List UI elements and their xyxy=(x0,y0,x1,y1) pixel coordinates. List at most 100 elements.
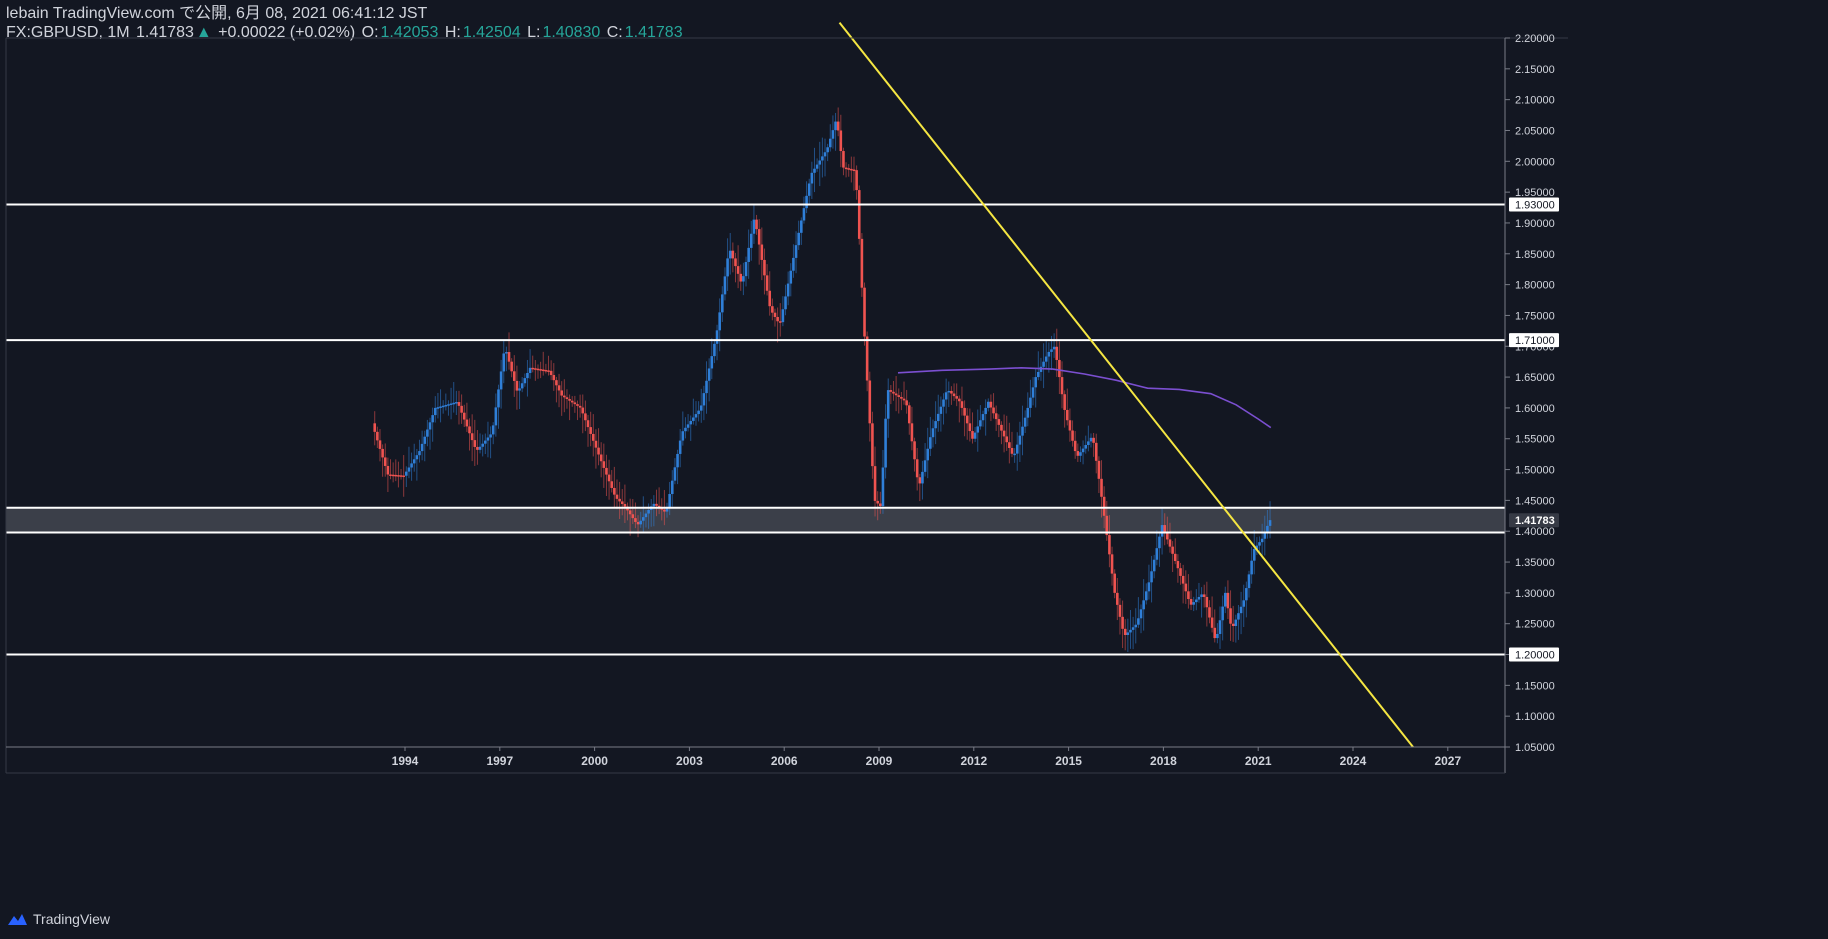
candle-body xyxy=(478,446,482,450)
candle-body xyxy=(499,371,503,390)
candle-body xyxy=(531,367,535,370)
candle-body xyxy=(881,467,885,507)
candle-body xyxy=(591,433,595,441)
candle-body xyxy=(1205,596,1209,608)
candle-body xyxy=(892,391,895,394)
candle-body xyxy=(378,440,382,449)
candle-body xyxy=(673,467,677,481)
tradingview-logo[interactable]: TradingView xyxy=(5,911,110,927)
candle-body xyxy=(955,396,958,399)
candle-body xyxy=(818,160,822,165)
candle-body xyxy=(773,312,777,317)
candle-body xyxy=(781,309,785,323)
candle-body xyxy=(1060,377,1064,395)
candle-body xyxy=(760,244,764,260)
horizontal-levels-layer xyxy=(6,203,1505,656)
candle-body xyxy=(736,266,740,274)
candle-body xyxy=(939,406,943,414)
price-tick-label: 1.40000 xyxy=(1515,526,1555,538)
candle-body xyxy=(844,167,848,170)
candle-body xyxy=(613,487,616,495)
candle-body xyxy=(1102,496,1106,516)
candle-body xyxy=(1044,356,1048,362)
candle-body xyxy=(1171,546,1174,554)
price-tick-label: 1.95000 xyxy=(1515,187,1555,199)
level-price-tag-text: 1.93000 xyxy=(1515,199,1555,211)
price-tick-label: 2.05000 xyxy=(1515,125,1555,137)
candle-body xyxy=(747,247,750,263)
time-tick-label: 2024 xyxy=(1340,754,1367,768)
candle-body xyxy=(536,368,540,371)
candle-body xyxy=(423,436,427,444)
candle-body xyxy=(544,369,548,372)
candle-body xyxy=(1018,435,1022,445)
price-change: +0.00022 (+0.02%) xyxy=(218,24,356,41)
candle-body xyxy=(1226,592,1230,609)
candle-body xyxy=(1239,606,1243,614)
symbol-label[interactable]: FX:GBPUSD, 1M xyxy=(6,24,130,41)
candle-body xyxy=(1210,617,1214,628)
candle-body xyxy=(1266,525,1269,534)
time-tick-label: 1997 xyxy=(486,754,513,768)
candle-body xyxy=(1113,573,1116,593)
time-tick-label: 2027 xyxy=(1434,754,1461,768)
candle-body xyxy=(1002,430,1006,437)
candle-body xyxy=(594,440,598,448)
candle-body xyxy=(1089,437,1093,442)
candle-body xyxy=(602,461,606,468)
candle-body xyxy=(526,372,529,379)
candle-body xyxy=(1195,599,1198,603)
candle-body xyxy=(1123,628,1127,635)
last-price: 1.41783 xyxy=(136,24,194,41)
time-tick-label: 2006 xyxy=(771,754,798,768)
candle-body xyxy=(1015,444,1019,454)
candle-body xyxy=(1121,616,1124,629)
candle-body xyxy=(657,505,661,508)
candle-body xyxy=(1000,424,1003,431)
candle-body xyxy=(652,503,656,507)
time-tick-label: 2000 xyxy=(581,754,608,768)
candle-body xyxy=(715,330,719,344)
candle-body xyxy=(642,517,645,521)
price-tick-label: 1.30000 xyxy=(1515,588,1555,600)
candle-body xyxy=(907,405,911,424)
time-tick-label: 2012 xyxy=(960,754,987,768)
level-price-tag xyxy=(1509,647,1559,662)
candle-body xyxy=(623,503,627,507)
low-value: 1.40830 xyxy=(542,24,601,41)
candle-body xyxy=(1181,575,1185,584)
candle-body xyxy=(1092,437,1095,443)
candle-body xyxy=(1058,359,1061,378)
candle-body xyxy=(570,400,574,403)
up-arrow-icon: ▲ xyxy=(195,24,212,41)
tradingview-cloud-icon xyxy=(8,914,27,925)
candle-body xyxy=(1010,447,1014,454)
candle-body xyxy=(489,434,492,438)
candle-body xyxy=(1147,582,1151,592)
candle-body xyxy=(1155,548,1159,560)
candle-body xyxy=(1168,539,1172,547)
candle-body xyxy=(631,514,635,519)
candle-body xyxy=(897,395,901,397)
candle-body xyxy=(668,494,671,508)
candle-body xyxy=(502,353,506,372)
candle-body xyxy=(986,401,990,408)
candle-body xyxy=(984,407,987,415)
candle-body xyxy=(1166,532,1169,540)
candle-body xyxy=(810,172,814,184)
candle-body xyxy=(821,156,824,161)
candle-body xyxy=(1173,553,1177,562)
candle-body xyxy=(865,336,869,381)
candle-body xyxy=(1134,624,1138,628)
symbol-ohlc-line: FX:GBPUSD, 1M 1.41783 ▲ +0.00022 (+0.02%)… xyxy=(6,23,685,42)
candle-body xyxy=(1065,409,1069,421)
candle-body xyxy=(721,294,724,313)
candle-body xyxy=(681,431,685,441)
candle-body xyxy=(470,433,474,441)
price-tick-label: 1.90000 xyxy=(1515,218,1555,230)
candle-body xyxy=(802,208,806,221)
candle-body xyxy=(1037,371,1040,378)
price-tick-label: 1.55000 xyxy=(1515,434,1555,446)
candle-body xyxy=(918,477,922,484)
